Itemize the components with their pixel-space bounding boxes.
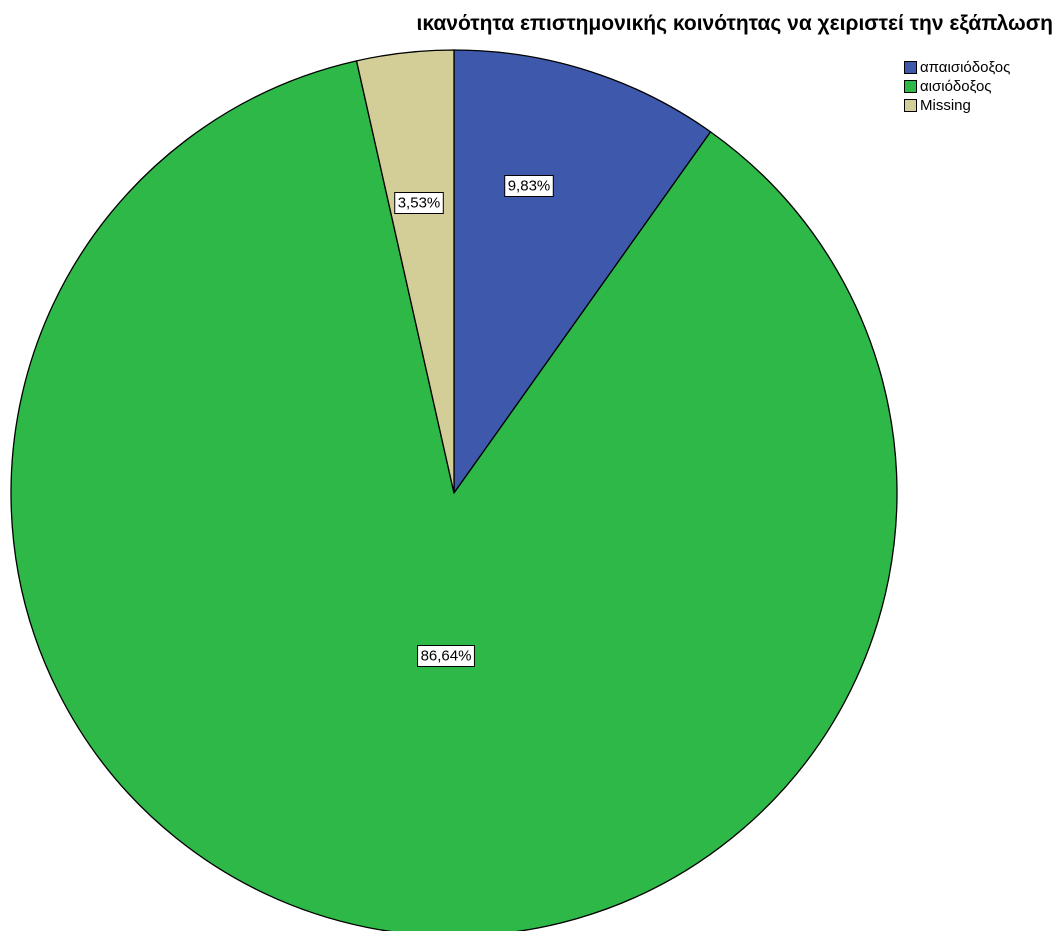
legend-item-apaisiodoxos: απαισιόδοξος <box>904 58 1010 77</box>
slice-label-box <box>504 175 554 197</box>
legend-swatch <box>904 80 917 93</box>
slice-data-label: 9,83% <box>504 175 554 197</box>
pie-slice-2 <box>355 49 455 494</box>
legend-item-aisiodoxos: αισιόδοξος <box>904 77 1010 96</box>
slice-label-box <box>394 192 444 214</box>
legend-label: απαισιόδοξος <box>920 59 1011 76</box>
legend: απαισιόδοξος αισιόδοξος Missing <box>904 58 1010 115</box>
legend-swatch <box>904 99 917 112</box>
pie-slice-1 <box>10 60 898 931</box>
legend-label: αισιόδοξος <box>920 78 992 95</box>
slice-label-text: 3,53% <box>398 195 441 212</box>
pie-slice-0 <box>453 49 712 494</box>
slice-label-text: 86,64% <box>421 648 472 665</box>
slice-data-label: 86,64% <box>417 645 475 667</box>
legend-swatch <box>904 61 917 74</box>
slice-data-label: 3,53% <box>394 192 444 214</box>
legend-label: Missing <box>920 97 971 114</box>
slice-label-box <box>417 645 475 667</box>
slice-label-text: 9,83% <box>508 178 551 195</box>
legend-item-missing: Missing <box>904 96 1010 115</box>
chart-title: ικανότητα επιστημονικής κοινότητας να χε… <box>416 12 1053 35</box>
